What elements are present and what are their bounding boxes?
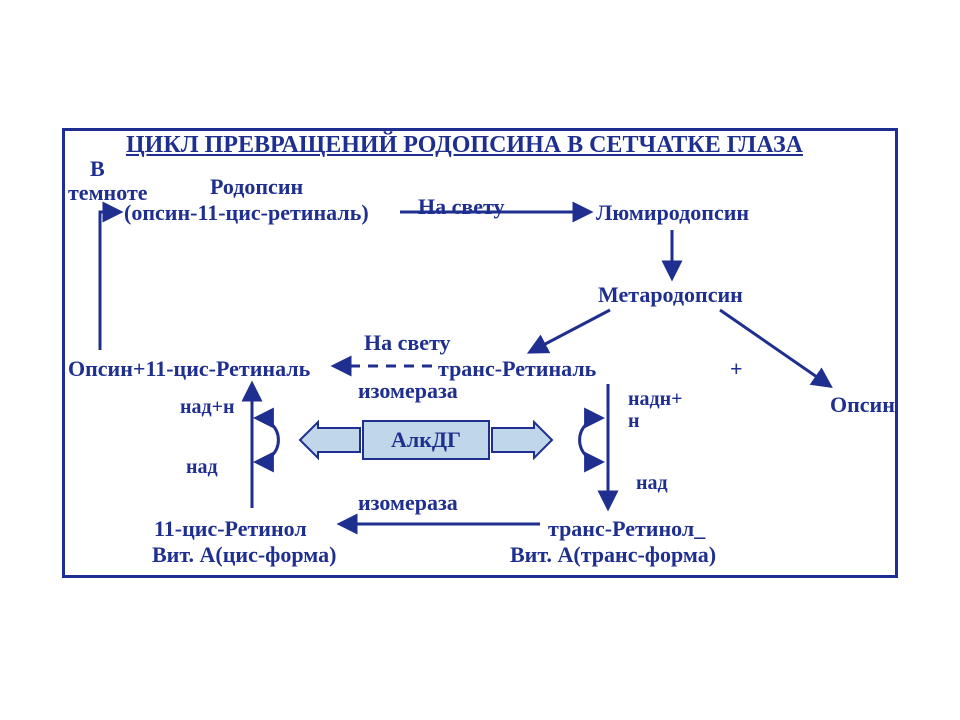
label-plus: +: [730, 356, 743, 382]
label-opsin: Опсин: [830, 392, 895, 418]
label-v-temnote-1: В: [90, 156, 105, 182]
label-izom1: изомераза: [358, 378, 458, 404]
label-nad-right: над: [636, 472, 668, 495]
label-vita-trans: Вит. А(транс-форма): [510, 542, 716, 568]
label-cis-retinol: 11-цис-Ретинол: [154, 516, 307, 542]
label-opsin-cis: (опсин-11-цис-ретиналь): [124, 200, 369, 226]
label-rodopsin: Родопсин: [210, 174, 303, 200]
label-nad-left: над: [186, 456, 218, 479]
label-nadn-right: надн+: [628, 388, 683, 411]
label-trans-retinol: транс-Ретинол_: [548, 516, 705, 542]
label-izom2: изомераза: [358, 490, 458, 516]
label-nad-h-left: над+н: [180, 396, 235, 419]
label-trans-ret: транс-Ретиналь: [438, 356, 596, 382]
label-lumi: Люмиродопсин: [596, 200, 749, 226]
enzyme-box: АлкДГ: [362, 420, 490, 460]
label-na-svetu-2: На свету: [364, 330, 451, 356]
diagram-canvas: { "colors": { "border": "#1f2f8f", "text…: [0, 0, 960, 720]
diagram-title: ЦИКЛ ПРЕВРАЩЕНИЙ РОДОПСИНА В СЕТЧАТКЕ ГЛ…: [126, 132, 803, 159]
label-meta: Метародопсин: [598, 282, 743, 308]
label-na-svetu-1: На свету: [418, 194, 505, 220]
label-nadn-right2: н: [628, 410, 640, 433]
enzyme-label: АлкДГ: [391, 427, 461, 453]
label-vita-cis: Вит. А(цис-форма): [152, 542, 336, 568]
label-opsin-11cis: Опсин+11-цис-Ретиналь: [68, 356, 310, 382]
